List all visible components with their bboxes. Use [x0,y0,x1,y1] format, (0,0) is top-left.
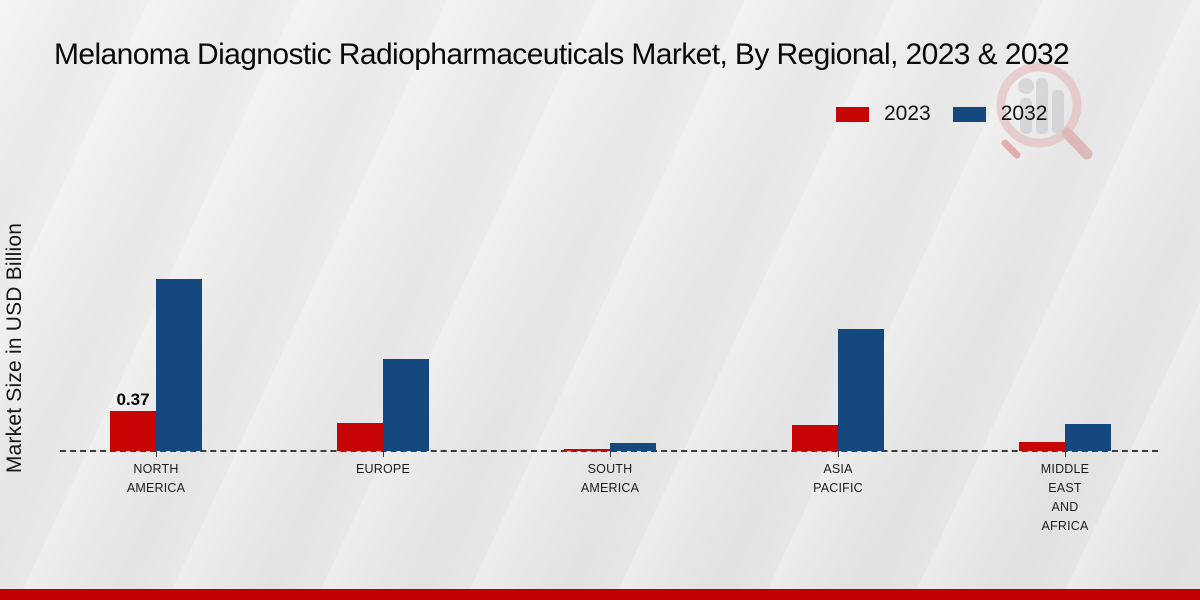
category-label-asia-pacific: ASIA PACIFIC [813,462,863,495]
legend-label-2032: 2032 [1000,102,1048,125]
bar-2023-asia-pacific [792,425,838,451]
legend-item-2032: 2032 [952,102,1048,126]
x-axis-baseline [60,450,1158,452]
bar-2023-north-america [110,411,156,451]
legend-swatch-2023 [836,106,869,122]
legend-label-2023: 2023 [884,102,931,125]
bottom-accent-strip [0,589,1200,600]
magnifier-bar-chart-logo-icon [996,62,1093,160]
bar-2023-south-america [564,449,610,451]
x-axis-tick [383,451,384,457]
legend: 2023 2032 [836,102,1047,126]
bar-value-label: 0.37 [116,390,150,409]
chart-title: Melanoma Diagnostic Radiopharmaceuticals… [54,38,1070,71]
x-axis-tick [610,451,611,457]
legend-item-2023: 2023 [836,102,931,126]
x-axis-tick [1065,451,1066,457]
bar-2032-south-america [610,443,656,451]
bar-2032-middle-east-and-africa [1065,424,1111,451]
bar-2032-asia-pacific [838,329,884,451]
bar-2032-north-america [156,279,202,451]
category-label-north-america: NORTH AMERICA [126,462,186,495]
bar-2023-europe [337,423,383,451]
category-label-middle-east-and-africa: MIDDLE EAST AND AFRICA [1040,462,1090,533]
x-axis-tick [838,451,839,457]
bar-2023-middle-east-and-africa [1019,442,1065,451]
legend-swatch-2032 [952,106,986,122]
category-label-europe: EUROPE [356,462,410,476]
category-label-south-america: SOUTH AMERICA [580,462,640,495]
x-axis-tick [156,451,157,457]
bar-2032-europe [383,359,429,451]
